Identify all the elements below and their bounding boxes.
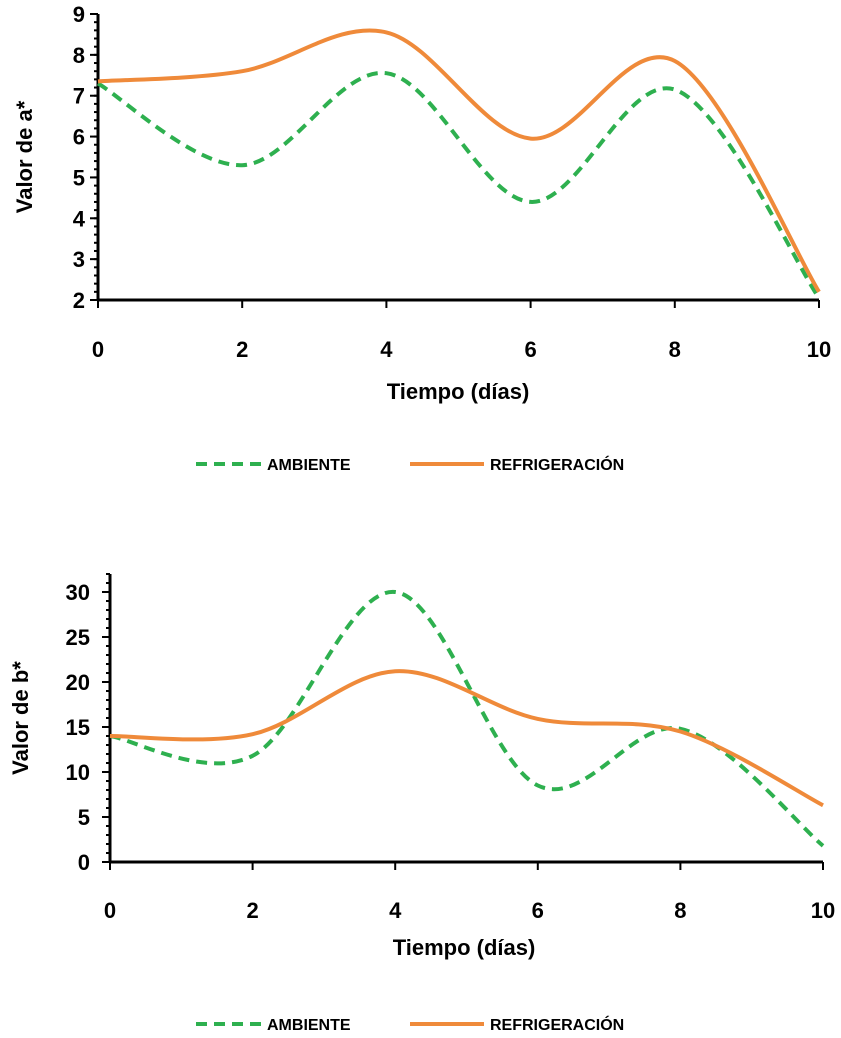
chart-a-series-refrigeracin-line (97, 28, 821, 293)
chart-a-series-ambiente-line (96, 71, 821, 300)
chart-a-y-tick-label: 3 (73, 247, 85, 272)
chart-a-y-tick-label: 4 (73, 206, 86, 231)
chart-a-y-tick-label: 5 (73, 165, 85, 190)
chart-b-y-tick-label: 30 (66, 580, 90, 605)
chart-a-x-tick-label: 10 (807, 337, 831, 362)
chart-b-series-ambiente-line (109, 589, 825, 848)
chart-b-y-tick-label: 0 (78, 850, 90, 875)
chart-b-y-axis-title: Valor de b* (8, 661, 33, 775)
chart-a-series (96, 28, 821, 300)
chart-a-x-axis-title: Tiempo (días) (387, 379, 530, 404)
chart-b-y-tick-label: 15 (66, 715, 90, 740)
chart-b-legend: AMBIENTE REFRIGERACIÓN (196, 1015, 624, 1034)
chart-a-legend: AMBIENTE REFRIGERACIÓN (196, 455, 624, 474)
chart-a-y-tick-label: 7 (73, 84, 85, 109)
chart-a-x-tick-label: 8 (669, 337, 681, 362)
chart-a-y-tick-label: 6 (73, 125, 85, 150)
chart-b-x-tick-label: 2 (246, 898, 258, 923)
chart-b-x-tick-label: 6 (532, 898, 544, 923)
chart-b-y-tick-label: 10 (66, 760, 90, 785)
chart-b-y-tick-label: 5 (78, 805, 90, 830)
chart-a-y-tick-label: 2 (73, 288, 85, 313)
chart-a-y-axis-title: Valor de a* (12, 100, 37, 213)
chart-a-y-tick-label: 9 (73, 2, 85, 27)
chart-a-ticks (90, 13, 820, 308)
chart-a-x-tick-label: 2 (236, 337, 248, 362)
chart-b: 0 5 10 15 20 25 30 0 2 4 6 8 10 Tiempo (días) Valor … (8, 573, 836, 1034)
chart-b-series (109, 589, 825, 848)
chart-a-x-tick-label: 4 (380, 337, 393, 362)
chart-a-x-tick-label: 0 (92, 337, 104, 362)
chart-b-y-tick-label: 20 (66, 670, 90, 695)
legend-b-refrigeracion-label: REFRIGERACIÓN (490, 1015, 624, 1034)
chart-b-tick-labels: 0 5 10 15 20 25 30 0 2 4 6 8 10 (66, 580, 836, 923)
legend-a-ambiente-label: AMBIENTE (267, 457, 351, 474)
chart-b-x-tick-label: 0 (104, 898, 116, 923)
chart-a-y-tick-label: 8 (73, 43, 85, 68)
chart-a-x-tick-label: 6 (524, 337, 536, 362)
chart-b-x-axis-title: Tiempo (días) (393, 935, 536, 960)
chart-b-x-tick-label: 4 (389, 898, 402, 923)
legend-b-ambiente-label: AMBIENTE (267, 1017, 351, 1034)
chart-b-y-tick-label: 25 (66, 625, 90, 650)
legend-a-refrigeracion-label: REFRIGERACIÓN (490, 455, 624, 474)
chart-b-x-tick-label: 10 (811, 898, 835, 923)
chart-b-x-tick-label: 8 (674, 898, 686, 923)
chart-b-series-refrigeracin-line (109, 669, 824, 808)
chart-b-ticks (102, 573, 824, 870)
